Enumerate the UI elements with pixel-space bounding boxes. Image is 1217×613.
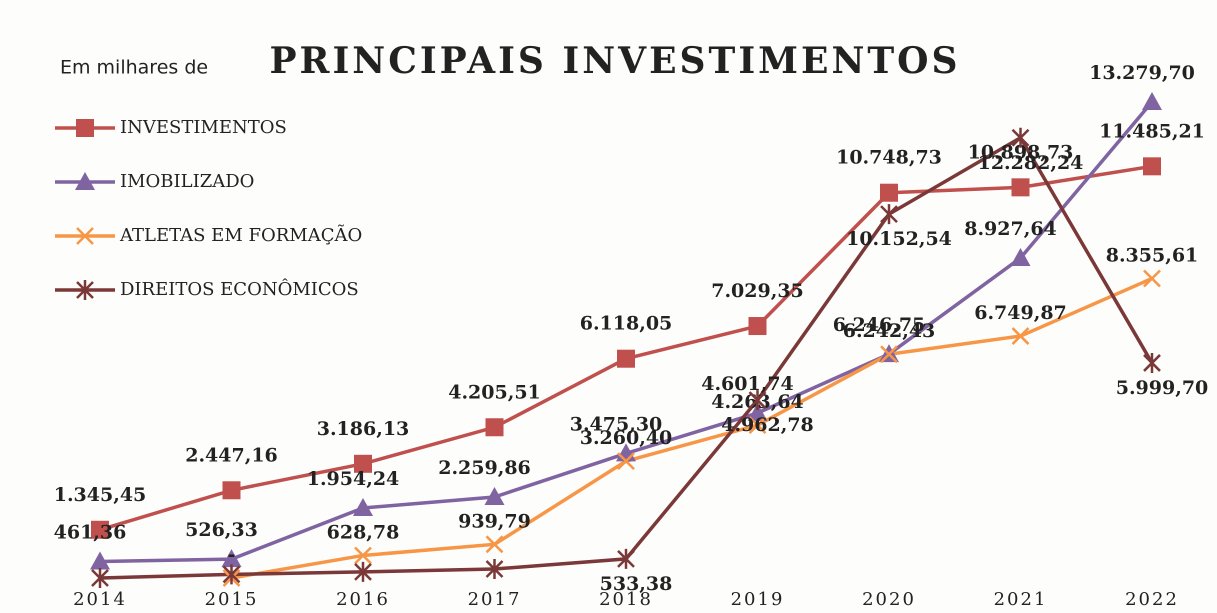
data-label: 461,36 [54,521,127,543]
data-point [748,416,767,435]
legend-marker [76,119,94,137]
data-label: 13.279,70 [1089,62,1195,84]
data-point [353,497,373,516]
data-point [880,204,898,225]
x-tick-label: 2020 [862,589,916,610]
data-point [1010,247,1031,266]
data-point [485,418,504,437]
x-tick-label: 2014 [73,589,127,610]
data-point [222,564,241,585]
data-point [617,548,635,569]
data-point [91,568,109,588]
data-label: 6.749,87 [974,302,1067,324]
data-label: 2.259,86 [438,457,531,479]
data-label: 10.898,73 [968,141,1074,163]
data-label: 6.118,05 [580,313,673,335]
data-label: 7.029,35 [711,280,804,302]
data-point [1011,327,1030,345]
legend-marker [75,172,95,190]
data-label: 1.954,24 [307,468,400,490]
data-point [748,317,767,336]
data-point [1011,178,1030,197]
data-label: 10.748,73 [836,147,942,169]
data-label: 4.205,51 [448,381,541,403]
data-point [90,551,110,570]
data-label: 8.927,64 [964,218,1057,240]
chart-title: PRINCIPAIS INVESTIMENTOS [269,40,960,82]
legend-label: DIREITOS ECONÔMICOS [120,277,359,300]
legend-label: INVESTIMENTOS [120,117,287,138]
data-point [747,403,768,422]
data-point [880,345,898,364]
data-label: 4.601,74 [701,373,794,395]
x-tick-label: 2019 [731,589,785,610]
data-point [91,520,109,539]
data-point [1143,352,1161,373]
data-point [748,390,767,411]
data-point [485,535,504,554]
x-tick-label: 2018 [599,589,653,610]
data-label: 3.186,13 [317,418,410,440]
legend-marker [76,280,94,300]
data-point [1142,92,1162,110]
data-label: 11.485,21 [1099,120,1205,142]
legend-marker [76,227,94,245]
data-point [1143,269,1161,288]
data-label: 5.999,70 [1116,377,1209,399]
legend-label: IMOBILIZADO [120,171,254,192]
data-point [484,486,505,505]
legend-label: ATLETAS EM FORMAÇÃO [119,224,362,246]
x-tick-label: 2021 [994,589,1048,610]
data-label: 6.246,75 [833,314,926,336]
x-tick-label: 2017 [468,589,522,610]
data-label: 3.475,30 [570,413,663,435]
data-label: 6.242,43 [843,320,936,342]
data-label: 2.447,16 [185,444,278,466]
x-tick-label: 2016 [336,589,390,610]
data-label: 533,38 [600,573,673,595]
data-point [1143,157,1161,176]
data-point [354,561,372,582]
data-label: 8.355,61 [1106,244,1199,266]
series-line [231,276,1153,580]
data-label: - [228,544,236,566]
data-label: 526,33 [185,519,258,541]
data-label: 939,79 [458,510,531,532]
data-point [222,481,241,500]
data-label: 628,78 [327,521,400,543]
x-tick-label: 2015 [205,589,259,610]
data-label: 3.260,40 [580,427,673,449]
data-point [221,549,242,568]
data-point [880,183,898,202]
data-point [617,349,635,368]
data-point [485,559,504,580]
data-label: 12.282,24 [978,152,1084,174]
x-tick-label: 2022 [1125,589,1179,610]
data-point [1011,127,1030,148]
chart-subtitle: Em milhares de [60,57,208,79]
data-label: 10.152,54 [846,228,952,250]
data-point [354,454,372,473]
data-point [617,452,635,471]
data-point [354,546,372,565]
data-label: 1.345,45 [54,484,147,506]
data-label: 4.962,78 [721,414,814,436]
